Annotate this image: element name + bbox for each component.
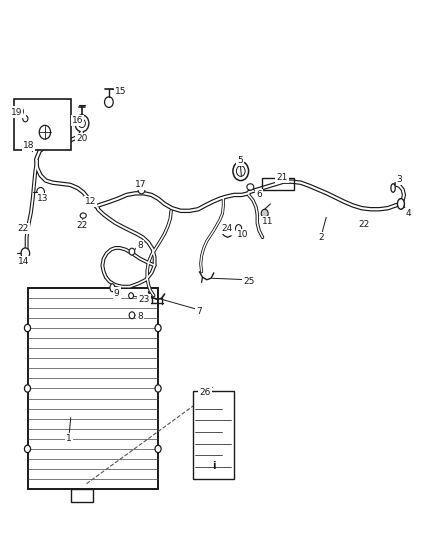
Text: 10: 10 [237,230,249,239]
Ellipse shape [80,213,86,218]
Text: 19: 19 [14,108,25,117]
Bar [193,391,234,479]
Circle shape [138,185,145,194]
Text: 26: 26 [199,388,211,397]
Circle shape [75,115,89,132]
Circle shape [261,209,268,217]
Ellipse shape [247,184,254,190]
Circle shape [37,188,45,197]
Text: 12: 12 [85,197,96,206]
Text: 6: 6 [256,190,262,199]
Bar [71,489,93,503]
Text: 11: 11 [262,217,273,226]
Text: 14: 14 [18,257,29,265]
Circle shape [155,445,161,453]
Text: i: i [212,461,215,471]
Text: 4: 4 [406,209,411,218]
Text: 2: 2 [318,233,324,242]
Text: 24: 24 [221,224,233,233]
Bar [261,178,294,190]
Text: 1: 1 [66,434,72,443]
Circle shape [233,161,249,181]
Text: 21: 21 [276,173,288,182]
Text: 22: 22 [76,221,88,230]
Circle shape [236,224,242,232]
Circle shape [25,445,31,453]
Text: 13: 13 [37,194,49,203]
Circle shape [78,119,85,127]
Circle shape [25,324,31,332]
Circle shape [237,166,245,176]
Ellipse shape [391,184,395,192]
Circle shape [155,385,161,392]
Bar [14,100,71,150]
Text: 3: 3 [397,174,403,183]
Text: 22: 22 [18,224,29,233]
Text: 8: 8 [137,312,143,321]
Circle shape [155,324,161,332]
Text: 8: 8 [137,241,143,250]
Circle shape [105,97,113,108]
Text: 22: 22 [358,220,369,229]
Ellipse shape [110,284,115,292]
Circle shape [21,248,30,259]
Ellipse shape [21,228,27,233]
Text: 20: 20 [76,134,88,143]
Text: 19: 19 [11,108,22,117]
Circle shape [23,116,28,122]
Ellipse shape [129,312,135,319]
Text: 25: 25 [243,277,254,286]
Text: 16: 16 [72,116,83,125]
Text: 7: 7 [197,307,202,316]
Text: 9: 9 [114,288,120,297]
Ellipse shape [129,248,135,255]
Ellipse shape [129,293,134,298]
Text: 15: 15 [115,87,127,96]
Text: 18: 18 [23,141,34,150]
Text: 23: 23 [138,295,150,304]
Circle shape [25,385,31,392]
Circle shape [39,125,50,139]
Text: 17: 17 [135,180,146,189]
Bar [28,288,158,489]
Ellipse shape [397,199,404,209]
Text: 5: 5 [237,156,243,165]
Ellipse shape [363,222,369,228]
